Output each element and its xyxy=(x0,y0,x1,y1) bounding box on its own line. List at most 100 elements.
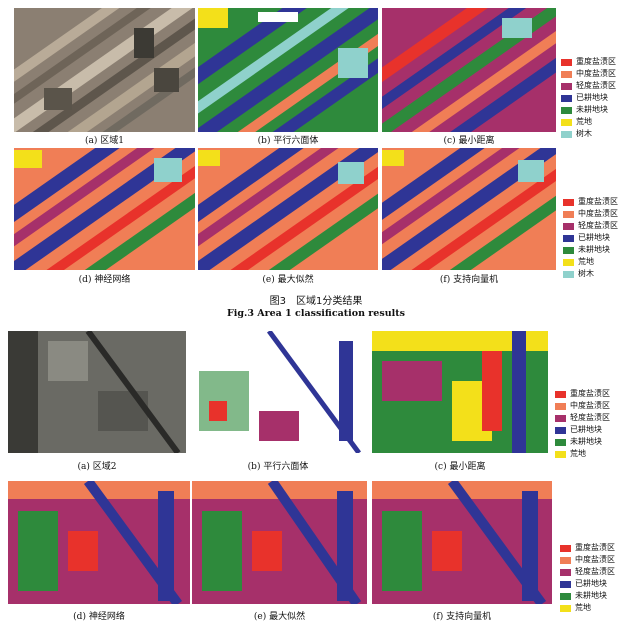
fig3-caption-d: (d) 神经网络 xyxy=(78,275,131,285)
legend-swatch xyxy=(563,246,574,254)
legend-label: 已耕地块 xyxy=(570,425,602,434)
legend-label: 荒地 xyxy=(576,117,592,126)
legend-item: 重度盐渍区 xyxy=(561,56,616,68)
legend-swatch xyxy=(555,414,566,422)
legend-swatch xyxy=(555,390,566,398)
fig3-panel-a-image xyxy=(14,8,195,132)
legend-item: 荒地 xyxy=(561,116,616,128)
legend-label: 重度盐渍区 xyxy=(570,389,610,398)
fig4-caption-f: (f) 支持向量机 xyxy=(432,612,492,622)
classification-map xyxy=(189,331,367,453)
classification-map xyxy=(372,481,552,604)
legend-item: 轻度盐渍区 xyxy=(563,220,618,232)
legend-swatch xyxy=(563,270,574,278)
aerial-photo-area2 xyxy=(8,331,186,453)
classification-map xyxy=(382,8,556,132)
legend-label: 荒地 xyxy=(575,603,591,612)
legend-swatch xyxy=(560,604,571,612)
legend-item: 重度盐渍区 xyxy=(555,388,610,400)
legend-swatch xyxy=(563,198,574,206)
legend-label: 树木 xyxy=(578,269,594,278)
legend-label: 轻度盐渍区 xyxy=(578,221,618,230)
figure3-title-cn: 图3 区域1分类结果 xyxy=(269,296,363,307)
fig4-panel-a-image xyxy=(8,331,186,453)
legend-label: 未耕地块 xyxy=(575,591,607,600)
aerial-photo-area1 xyxy=(14,8,195,132)
legend-item: 未耕地块 xyxy=(563,244,618,256)
legend-item: 已耕地块 xyxy=(560,578,615,590)
legend-item: 树木 xyxy=(563,268,618,280)
legend-label: 树木 xyxy=(576,129,592,138)
fig4-panel-c-image xyxy=(372,331,548,453)
legend-swatch xyxy=(561,70,572,78)
fig4-panel-d-image xyxy=(8,481,190,604)
figure3-title-en: Fig.3 Area 1 classification results xyxy=(227,308,405,319)
legend-swatch xyxy=(560,544,571,552)
fig3-caption-f: (f) 支持向量机 xyxy=(439,275,499,285)
fig4-legend-top: 重度盐渍区 中度盐渍区 轻度盐渍区 已耕地块 未耕地块 荒地 xyxy=(555,388,610,460)
legend-swatch xyxy=(561,106,572,114)
legend-label: 未耕地块 xyxy=(576,105,608,114)
legend-item: 轻度盐渍区 xyxy=(560,566,615,578)
legend-item: 轻度盐渍区 xyxy=(561,80,616,92)
legend-swatch xyxy=(555,438,566,446)
legend-label: 中度盐渍区 xyxy=(578,209,618,218)
legend-item: 已耕地块 xyxy=(561,92,616,104)
legend-item: 未耕地块 xyxy=(560,590,615,602)
legend-item: 中度盐渍区 xyxy=(555,400,610,412)
legend-label: 已耕地块 xyxy=(575,579,607,588)
legend-swatch xyxy=(561,58,572,66)
legend-swatch xyxy=(560,556,571,564)
fig4-panel-b-image xyxy=(189,331,367,453)
classification-map xyxy=(382,148,556,270)
fig4-caption-e: (e) 最大似然 xyxy=(253,612,306,622)
fig3-caption-e: (e) 最大似然 xyxy=(262,275,314,285)
classification-map xyxy=(192,481,367,604)
legend-item: 树木 xyxy=(561,128,616,140)
legend-swatch xyxy=(561,130,572,138)
legend-label: 中度盐渍区 xyxy=(576,69,616,78)
legend-item: 未耕地块 xyxy=(561,104,616,116)
legend-label: 轻度盐渍区 xyxy=(570,413,610,422)
fig3-panel-f-image xyxy=(382,148,556,270)
legend-swatch xyxy=(563,234,574,242)
fig4-caption-d: (d) 神经网络 xyxy=(73,612,125,622)
legend-label: 中度盐渍区 xyxy=(570,401,610,410)
legend-swatch xyxy=(563,258,574,266)
legend-label: 已耕地块 xyxy=(576,93,608,102)
fig3-panel-e-image xyxy=(198,148,378,270)
legend-swatch xyxy=(561,94,572,102)
legend-item: 已耕地块 xyxy=(555,424,610,436)
legend-item: 中度盐渍区 xyxy=(563,208,618,220)
legend-swatch xyxy=(560,580,571,588)
legend-swatch xyxy=(563,222,574,230)
classification-map xyxy=(198,148,378,270)
legend-label: 重度盐渍区 xyxy=(576,57,616,66)
legend-item: 荒地 xyxy=(563,256,618,268)
legend-label: 中度盐渍区 xyxy=(575,555,615,564)
classification-map xyxy=(14,148,195,270)
legend-item: 未耕地块 xyxy=(555,436,610,448)
legend-label: 重度盐渍区 xyxy=(578,197,618,206)
fig3-caption-b: (b) 平行六面体 xyxy=(257,136,319,146)
legend-swatch xyxy=(560,568,571,576)
legend-swatch xyxy=(561,82,572,90)
classification-map xyxy=(372,331,548,453)
fig4-legend-bottom: 重度盐渍区 中度盐渍区 轻度盐渍区 已耕地块 未耕地块 荒地 xyxy=(560,542,615,614)
legend-swatch xyxy=(555,450,566,458)
fig3-caption-a: (a) 区域1 xyxy=(85,136,124,146)
legend-item: 重度盐渍区 xyxy=(563,196,618,208)
legend-item: 中度盐渍区 xyxy=(561,68,616,80)
classification-map xyxy=(8,481,190,604)
legend-label: 未耕地块 xyxy=(570,437,602,446)
legend-swatch xyxy=(563,210,574,218)
fig3-panel-c-image xyxy=(382,8,556,132)
legend-item: 荒地 xyxy=(555,448,610,460)
legend-swatch xyxy=(555,426,566,434)
legend-label: 未耕地块 xyxy=(578,245,610,254)
fig3-panel-b-image xyxy=(198,8,378,132)
fig4-caption-a: (a) 区域2 xyxy=(77,462,117,472)
legend-item: 中度盐渍区 xyxy=(560,554,615,566)
legend-label: 重度盐渍区 xyxy=(575,543,615,552)
legend-item: 重度盐渍区 xyxy=(560,542,615,554)
